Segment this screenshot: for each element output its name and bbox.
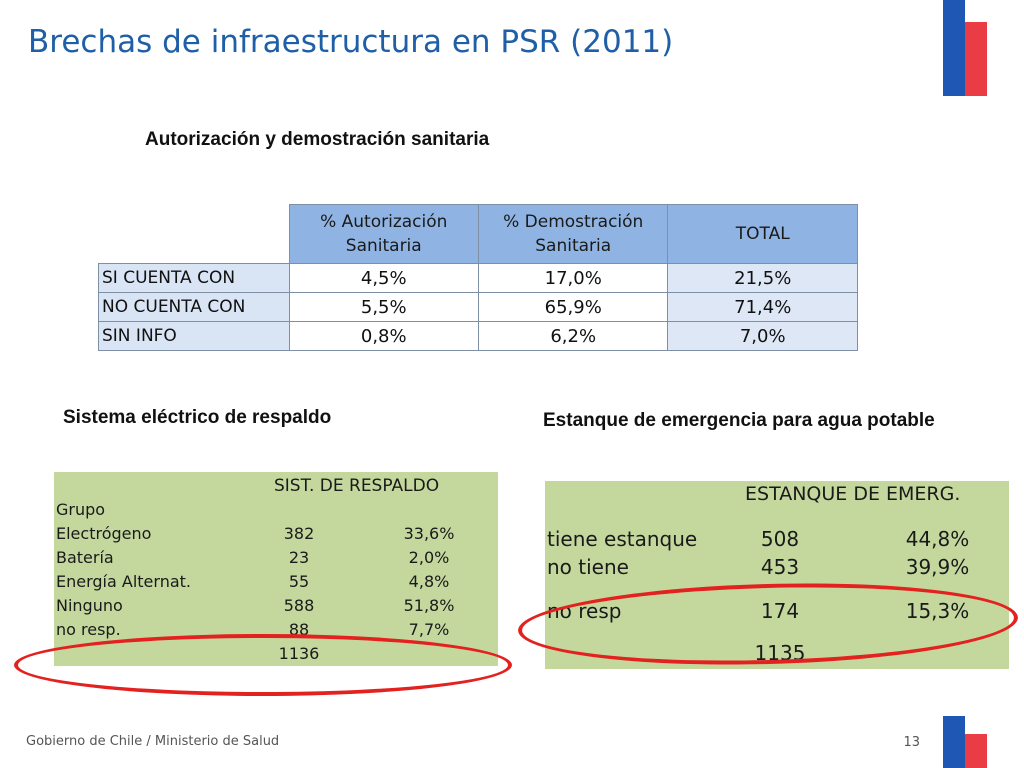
chile-flag-logo-top xyxy=(943,0,987,96)
page-title: Brechas de infraestructura en PSR (2011) xyxy=(28,24,674,60)
header-total: TOTAL xyxy=(667,204,858,264)
row-count: 55 xyxy=(288,572,310,591)
row-pct: 39,9% xyxy=(905,555,970,579)
highlight-ellipse-backup xyxy=(14,634,512,696)
backup-system-panel: SIST. DE RESPALDO Grupo Electrógeno 382 … xyxy=(54,472,498,666)
cell-value: 5,5% xyxy=(288,292,479,322)
row-label: Grupo xyxy=(56,500,106,519)
tank-header: ESTANQUE DE EMERG. xyxy=(745,483,961,505)
emergency-tank-panel: ESTANQUE DE EMERG. tiene estanque 508 44… xyxy=(545,481,1009,669)
header-demostracion: % Demostración Sanitaria xyxy=(477,204,669,264)
cell-total: 71,4% xyxy=(667,292,858,322)
row-pct: 15,3% xyxy=(905,599,970,623)
cell-value: 4,5% xyxy=(288,263,479,293)
row-pct: 51,8% xyxy=(403,596,455,615)
cell-value: 6,2% xyxy=(477,321,669,351)
row-pct: 7,7% xyxy=(408,620,450,639)
row-count: 174 xyxy=(760,599,800,623)
sanitary-table: % Autorización Sanitaria % Demostración … xyxy=(98,204,858,351)
section2-subtitle: Sistema eléctrico de respaldo xyxy=(63,407,332,428)
cell-value: 0,8% xyxy=(288,321,479,351)
header-autorizacion: % Autorización Sanitaria xyxy=(288,204,479,264)
row-count: 508 xyxy=(760,527,800,551)
backup-header: SIST. DE RESPALDO xyxy=(274,476,440,496)
cell-value: 17,0% xyxy=(477,263,669,293)
row-label: no resp xyxy=(547,599,622,623)
cell-total: 21,5% xyxy=(667,263,858,293)
list-item: no resp 174 15,3% xyxy=(545,597,1009,625)
list-item: Ninguno 588 51,8% xyxy=(54,594,498,618)
list-item: no tiene 453 39,9% xyxy=(545,553,1009,581)
table-row: SI CUENTA CON 4,5% 17,0% 21,5% xyxy=(98,263,858,293)
page-number: 13 xyxy=(903,735,920,750)
chile-flag-logo-bottom xyxy=(943,716,987,768)
row-label: Batería xyxy=(56,548,114,567)
section3-subtitle: Estanque de emergencia para agua potable xyxy=(543,410,935,431)
row-label: SI CUENTA CON xyxy=(98,263,290,293)
row-pct: 4,8% xyxy=(408,572,450,591)
list-item: tiene estanque 508 44,8% xyxy=(545,525,1009,553)
row-count: 453 xyxy=(760,555,800,579)
cell-value: 65,9% xyxy=(477,292,669,322)
table-corner xyxy=(98,204,290,264)
row-label: no resp. xyxy=(56,620,121,639)
footer-text: Gobierno de Chile / Ministerio de Salud xyxy=(26,734,280,749)
list-item: Energía Alternat. 55 4,8% xyxy=(54,570,498,594)
row-count: 23 xyxy=(288,548,310,567)
section1-subtitle: Autorización y demostración sanitaria xyxy=(145,129,490,150)
row-label: Energía Alternat. xyxy=(56,572,191,591)
list-item: Electrógeno 382 33,6% xyxy=(54,522,498,546)
row-count: 588 xyxy=(283,596,315,615)
total-count: 1135 xyxy=(754,641,806,665)
list-item: Batería 23 2,0% xyxy=(54,546,498,570)
row-label: no tiene xyxy=(547,555,629,579)
row-pct: 33,6% xyxy=(403,524,455,543)
row-label: tiene estanque xyxy=(547,527,698,551)
row-label: NO CUENTA CON xyxy=(98,292,290,322)
row-label: Electrógeno xyxy=(56,524,152,543)
cell-total: 7,0% xyxy=(667,321,858,351)
table-row: NO CUENTA CON 5,5% 65,9% 71,4% xyxy=(98,292,858,322)
row-pct: 2,0% xyxy=(408,548,450,567)
row-label: SIN INFO xyxy=(98,321,290,351)
row-count: 382 xyxy=(283,524,315,543)
table-row: SIN INFO 0,8% 6,2% 7,0% xyxy=(98,321,858,351)
row-pct: 44,8% xyxy=(905,527,970,551)
row-label: Ninguno xyxy=(56,596,123,615)
